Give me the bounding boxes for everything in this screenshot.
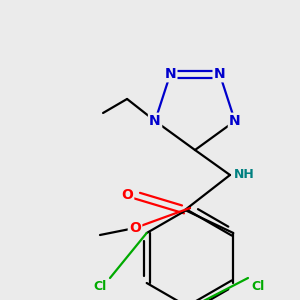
Text: Cl: Cl [251, 280, 265, 292]
Text: N: N [164, 67, 176, 81]
Text: O: O [121, 188, 133, 202]
Text: NH: NH [234, 169, 254, 182]
Text: Cl: Cl [93, 280, 106, 292]
Text: N: N [149, 114, 161, 128]
Text: O: O [129, 221, 141, 235]
Text: N: N [214, 67, 226, 81]
Text: N: N [229, 114, 241, 128]
